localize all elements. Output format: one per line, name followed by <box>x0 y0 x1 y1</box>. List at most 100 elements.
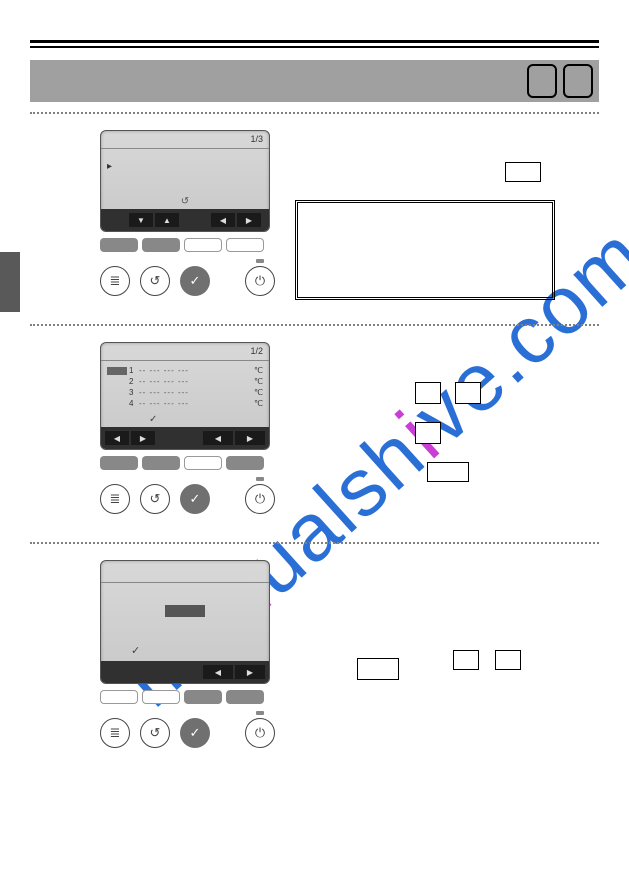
nav-right-icon[interactable]: ▶ <box>235 431 265 445</box>
row-number: 4 <box>129 398 139 409</box>
power-button[interactable]: ⏻ <box>245 718 275 748</box>
info-box <box>295 200 555 300</box>
row-number: 2 <box>129 376 139 387</box>
power-icon: ⏻ <box>255 491 265 507</box>
row-value: -- --- --- --- <box>139 398 253 409</box>
section-3: ✓ ◀ ▶ ≣ ↺ ✓ ⏻ <box>30 552 599 768</box>
screen-1: 1/3 ▸ ↺ ▼ ▲ ◀ ▶ <box>100 130 270 232</box>
check-small-icon: ✓ <box>149 414 157 425</box>
screen-3-top <box>101 561 269 583</box>
row-tag <box>107 367 127 375</box>
row-unit: ℃ <box>253 376 263 387</box>
divider-2 <box>30 324 599 326</box>
ok-icon: ✓ <box>190 273 201 289</box>
list-row: 4-- --- --- ---℃ <box>107 398 263 409</box>
label-box-1 <box>505 162 541 182</box>
power-button[interactable]: ⏻ <box>245 266 275 296</box>
soft-button[interactable] <box>184 690 222 704</box>
back-icon: ↺ <box>150 725 161 741</box>
power-button[interactable]: ⏻ <box>245 484 275 514</box>
header-box-2 <box>563 64 593 98</box>
row-value: -- --- --- --- <box>139 387 253 398</box>
soft-button[interactable] <box>226 238 264 252</box>
nav-right-icon[interactable]: ▶ <box>237 213 261 227</box>
soft-button[interactable] <box>226 456 264 470</box>
label-box <box>427 462 469 482</box>
list-row: 2-- --- --- ---℃ <box>107 376 263 387</box>
power-indicator <box>256 259 264 263</box>
top-rule <box>30 40 599 48</box>
power-icon: ⏻ <box>255 273 265 289</box>
back-button[interactable]: ↺ <box>140 718 170 748</box>
soft-button-row-1 <box>100 238 275 252</box>
soft-button[interactable] <box>184 238 222 252</box>
section-2: 1/2 1-- --- --- ---℃2-- --- --- ---℃3-- … <box>30 334 599 534</box>
nav-left-icon[interactable]: ◀ <box>105 431 129 445</box>
soft-button[interactable] <box>100 690 138 704</box>
menu-button[interactable]: ≣ <box>100 484 130 514</box>
menu-icon: ≣ <box>110 273 121 289</box>
soft-button[interactable] <box>142 456 180 470</box>
label-box <box>357 658 399 680</box>
screen-3: ✓ ◀ ▶ <box>100 560 270 684</box>
left-tab <box>0 252 20 312</box>
screen-1-page: 1/3 <box>101 131 269 149</box>
nav-left-icon[interactable]: ◀ <box>211 213 235 227</box>
power-icon: ⏻ <box>255 725 265 741</box>
soft-button-row-3 <box>100 690 275 704</box>
nav-left-icon[interactable]: ◀ <box>203 431 233 445</box>
list-row: 3-- --- --- ---℃ <box>107 387 263 398</box>
soft-button[interactable] <box>100 456 138 470</box>
row-number: 3 <box>129 387 139 398</box>
screen-2-page: 1/2 <box>101 343 269 361</box>
label-box <box>453 650 479 670</box>
nav-left-icon[interactable]: ◀ <box>203 665 233 679</box>
ok-icon: ✓ <box>190 491 201 507</box>
row-unit: ℃ <box>253 387 263 398</box>
row-value: -- --- --- --- <box>139 376 253 387</box>
menu-button[interactable]: ≣ <box>100 718 130 748</box>
header-bar <box>30 60 599 102</box>
list-row: 1-- --- --- ---℃ <box>107 365 263 376</box>
cursor-icon: ▸ <box>107 161 112 172</box>
ok-button[interactable]: ✓ <box>180 718 210 748</box>
soft-button[interactable] <box>226 690 264 704</box>
back-icon: ↺ <box>150 273 161 289</box>
ok-icon: ✓ <box>190 725 201 741</box>
screen-1-nav: ▼ ▲ ◀ ▶ <box>101 209 269 231</box>
soft-button[interactable] <box>142 690 180 704</box>
ok-button[interactable]: ✓ <box>180 266 210 296</box>
check-small-icon: ✓ <box>131 644 140 657</box>
refresh-small-icon: ↺ <box>181 196 189 207</box>
row-unit: ℃ <box>253 365 263 376</box>
divider-3 <box>30 542 599 544</box>
back-button[interactable]: ↺ <box>140 484 170 514</box>
value-label <box>165 605 205 617</box>
header-box-1 <box>527 64 557 98</box>
row-unit: ℃ <box>253 398 263 409</box>
power-indicator <box>256 477 264 481</box>
nav-down-icon[interactable]: ▼ <box>129 213 153 227</box>
soft-button-row-2 <box>100 456 275 470</box>
label-box <box>495 650 521 670</box>
nav-up-icon[interactable]: ▲ <box>155 213 179 227</box>
back-button[interactable]: ↺ <box>140 266 170 296</box>
nav-right-icon[interactable]: ▶ <box>131 431 155 445</box>
menu-button[interactable]: ≣ <box>100 266 130 296</box>
section-1: 1/3 ▸ ↺ ▼ ▲ ◀ ▶ ≣ <box>30 122 599 316</box>
screen-3-nav: ◀ ▶ <box>101 661 269 683</box>
label-box <box>415 382 441 404</box>
nav-right-icon[interactable]: ▶ <box>235 665 265 679</box>
divider-1 <box>30 112 599 114</box>
soft-button[interactable] <box>184 456 222 470</box>
soft-button[interactable] <box>100 238 138 252</box>
menu-icon: ≣ <box>110 725 121 741</box>
row-value: -- --- --- --- <box>139 365 253 376</box>
soft-button[interactable] <box>142 238 180 252</box>
screen-2: 1/2 1-- --- --- ---℃2-- --- --- ---℃3-- … <box>100 342 270 450</box>
row-number: 1 <box>129 365 139 376</box>
back-icon: ↺ <box>150 491 161 507</box>
menu-icon: ≣ <box>110 491 121 507</box>
ok-button[interactable]: ✓ <box>180 484 210 514</box>
power-indicator <box>256 711 264 715</box>
